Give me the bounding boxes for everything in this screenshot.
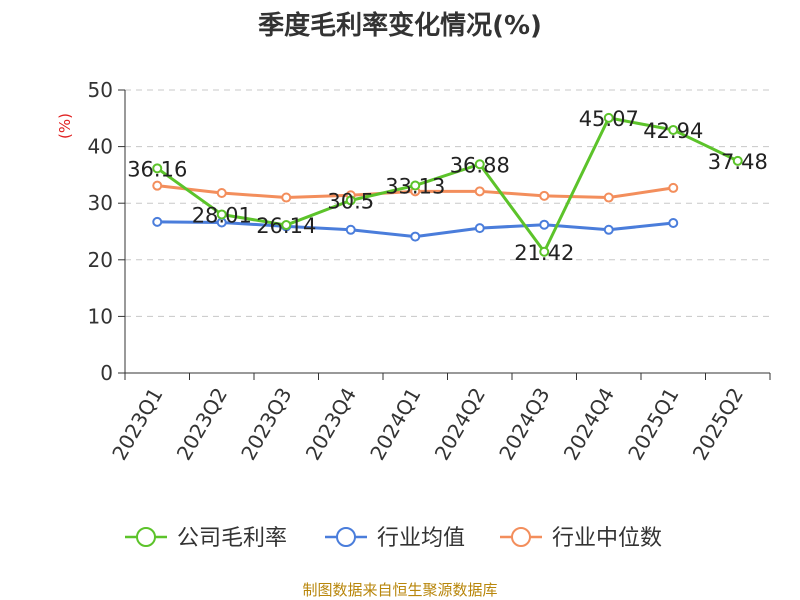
series-point-0 (539, 246, 550, 257)
series-point-2 (281, 192, 292, 203)
series-layer (152, 112, 743, 257)
x-tick-label: 2025Q1 (623, 384, 683, 465)
y-tick-label: 30 (88, 191, 113, 215)
series-point-2 (216, 188, 227, 199)
data-label: 26.14 (256, 214, 316, 238)
series-point-1 (603, 224, 614, 235)
legend-marker-1 (336, 527, 356, 547)
legend: 公司毛利率 行业均值 行业中位数 (125, 526, 662, 551)
x-tick-label: 2023Q1 (107, 384, 167, 465)
chart-title: 季度毛利率变化情况(%) (258, 10, 542, 41)
legend-label-0: 公司毛利率 (177, 526, 287, 551)
y-tick-label: 0 (100, 361, 113, 385)
legend-marker-0 (136, 527, 156, 547)
y-axis-ticks: 0 10 20 30 40 50 (88, 78, 113, 385)
series-point-1 (474, 223, 485, 234)
series-point-0 (216, 209, 227, 220)
y-tick-label: 20 (88, 248, 113, 272)
data-label: 36.88 (450, 153, 510, 177)
series-point-1 (539, 219, 550, 230)
y-tick-label: 40 (88, 135, 113, 159)
series-point-0 (668, 124, 679, 135)
y-tick-label: 50 (88, 78, 113, 102)
series-point-2 (668, 182, 679, 193)
legend-marker-2 (511, 527, 531, 547)
series-point-1 (345, 224, 356, 235)
data-label: 36.16 (127, 157, 187, 181)
y-axis-unit: (%) (56, 113, 74, 139)
x-tick-label: 2024Q2 (430, 384, 490, 465)
series-point-2 (539, 190, 550, 201)
series-point-0 (732, 155, 743, 166)
x-tick-label: 2023Q4 (301, 384, 361, 465)
series-point-0 (281, 220, 292, 231)
series-point-0 (410, 180, 421, 191)
series-point-0 (152, 163, 163, 174)
legend-label-1: 行业均值 (377, 526, 465, 551)
legend-label-2: 行业中位数 (552, 526, 662, 551)
y-tick-label: 10 (88, 304, 113, 328)
source-note: 制图数据来自恒生聚源数据库 (302, 581, 497, 599)
x-tick-label: 2025Q2 (688, 384, 748, 465)
x-tick-label: 2023Q2 (172, 384, 232, 465)
series-line-0 (156, 116, 739, 254)
data-label: 42.94 (643, 119, 703, 143)
x-tick-label: 2023Q3 (236, 384, 296, 465)
x-tick-label: 2024Q4 (559, 384, 619, 465)
data-label: 30.5 (327, 189, 374, 213)
data-label: 37.48 (708, 150, 768, 174)
data-label: 28.01 (192, 203, 252, 227)
data-label: 21.42 (514, 241, 574, 265)
x-tick-label: 2024Q3 (494, 384, 554, 465)
x-axis-ticks: 2023Q1 2023Q2 2023Q3 2023Q4 2024Q1 2024Q2 2024… (107, 384, 748, 465)
series-point-0 (603, 112, 614, 123)
series-point-0 (345, 195, 356, 206)
grid-lines (125, 89, 770, 317)
series-point-2 (474, 186, 485, 197)
data-label: 45.07 (579, 107, 639, 131)
series-point-2 (152, 180, 163, 191)
x-tick-label: 2024Q1 (365, 384, 425, 465)
series-point-1 (152, 216, 163, 227)
series-point-1 (668, 218, 679, 229)
axes (118, 89, 771, 380)
series-point-2 (603, 192, 614, 203)
data-label: 33.13 (385, 174, 445, 198)
series-point-1 (410, 231, 421, 242)
series-point-0 (474, 159, 485, 170)
